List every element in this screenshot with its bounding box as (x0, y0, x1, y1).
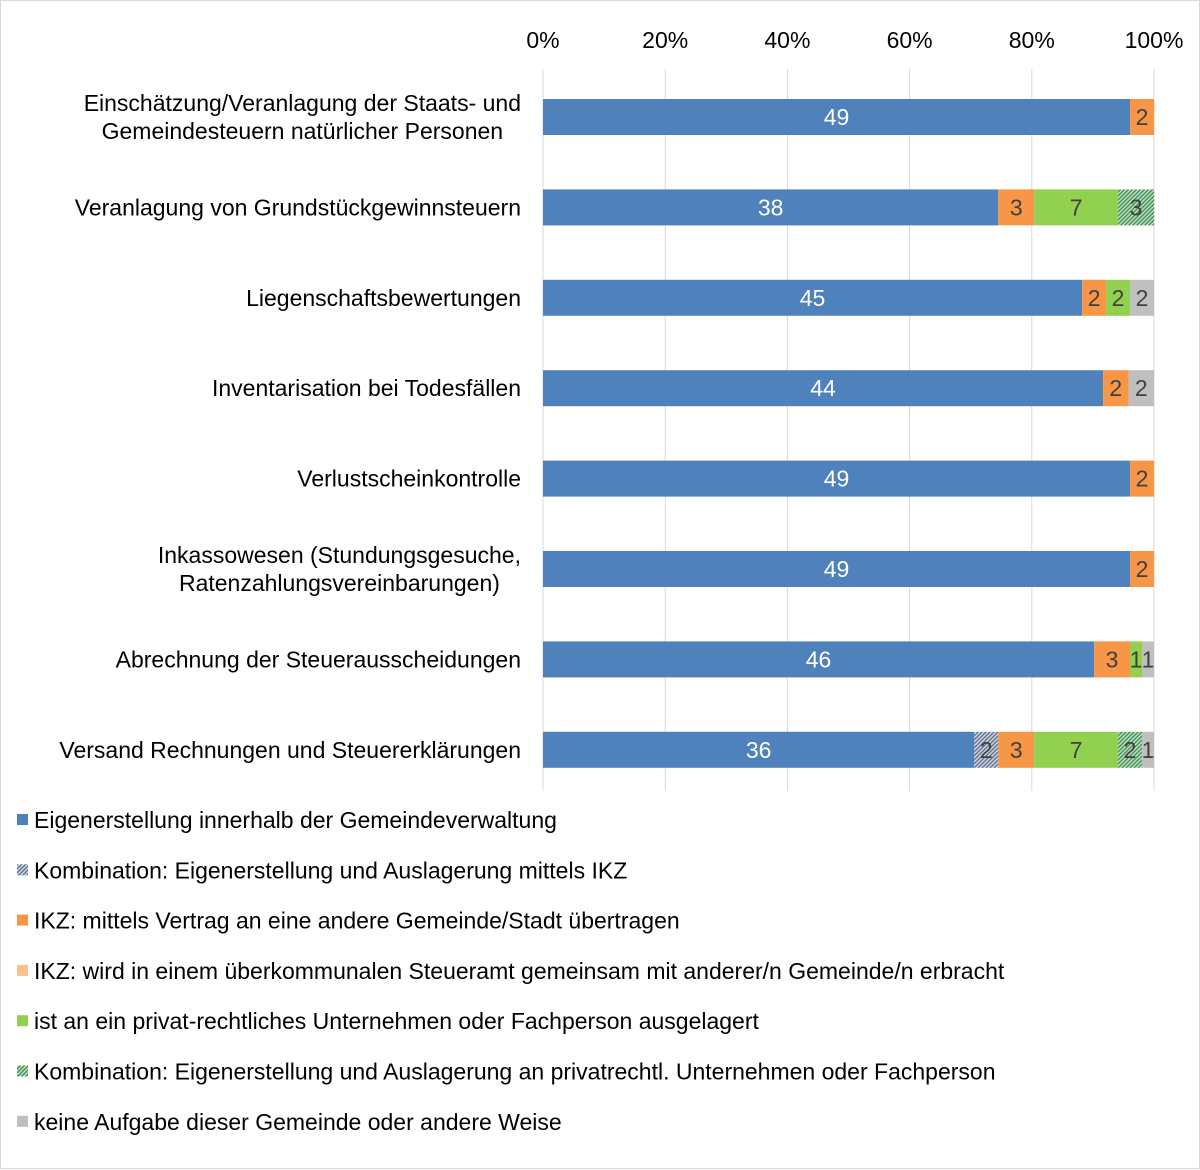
bar-segment-ikz_contract (1130, 99, 1154, 135)
data-label: 2 (980, 737, 993, 763)
category-label: Einschätzung/Veranlagung der Staats- und… (84, 90, 521, 144)
legend-entry: Eigenerstellung innerhalb der Gemeindeve… (34, 807, 557, 833)
data-label: 3 (1130, 194, 1143, 220)
category-label: Veranlagung von Grundstückgewinnsteuern (75, 194, 521, 220)
bar-segment-none (1142, 641, 1154, 678)
bar-segment-own (543, 370, 1104, 407)
data-label: 2 (1112, 285, 1125, 311)
bar-segment-ikz_contract (1130, 460, 1154, 497)
bar-segment-own (543, 731, 975, 768)
data-label: 7 (1070, 737, 1083, 763)
data-label: 1 (1142, 646, 1155, 672)
bar-segment-ikz_contract (1130, 551, 1154, 587)
bar-segment-own (543, 460, 1131, 497)
data-label: 3 (1010, 737, 1023, 763)
bar-segment-none (1142, 731, 1154, 768)
category-label: Inkassowesen (Stundungsgesuche, Ratenzahl… (158, 542, 521, 596)
data-label: 44 (810, 375, 836, 401)
legend-entry: IKZ: mittels Vertrag an eine andere Geme… (34, 908, 680, 934)
legend-swatch-private (17, 1015, 28, 1027)
x-tick-label: 60% (887, 27, 933, 53)
data-label: 7 (1070, 194, 1083, 220)
legend-swatch-own (17, 814, 28, 825)
x-axis-ticks: 0% 20% 40% 60% 80% 100% (526, 27, 1183, 53)
data-label: 2 (1109, 375, 1122, 401)
bar-segment-own (543, 641, 1095, 678)
bar-segment-none (1128, 370, 1154, 407)
data-label: 2 (1135, 375, 1148, 401)
legend-swatch-ikz_contract (17, 914, 28, 926)
bar-segment-ikz_contract (1094, 641, 1131, 678)
bar-segment-none (1130, 279, 1154, 316)
gridlines (542, 69, 1155, 791)
legend-swatch-none (17, 1115, 28, 1127)
legend-entry: keine Aufgabe dieser Gemeinde oder ander… (34, 1109, 562, 1135)
data-label: 46 (806, 646, 832, 672)
data-label: 2 (1124, 737, 1137, 763)
data-label: 2 (1136, 104, 1149, 130)
data-label: 2 (1136, 285, 1149, 311)
category-label: Abrechnung der Steuerausscheidungen (116, 646, 521, 672)
bar-segment-private (1034, 189, 1119, 226)
category-labels: Einschätzung/Veranlagung der Staats- und… (59, 90, 521, 763)
x-tick-label: 20% (642, 27, 688, 53)
bar-segment-ikz_contract (998, 189, 1035, 226)
bar-segment-own (543, 551, 1131, 587)
bar-segment-combo_ikz (974, 731, 999, 768)
bar-segment-combo_private (1118, 731, 1143, 768)
data-label: 1 (1130, 646, 1143, 672)
legend-swatch-combo_ikz (17, 864, 28, 876)
bars (543, 99, 1154, 768)
data-label: 2 (1136, 556, 1149, 582)
x-tick-label: 80% (1009, 27, 1055, 53)
data-labels: 49 238 3 7 345 2 2 244 2 249 249 246 3 1 136 2 3 7 2 1 (746, 104, 1155, 763)
bar-segment-own (543, 99, 1131, 135)
data-label: 49 (824, 466, 850, 492)
data-label: 49 (824, 104, 850, 130)
bar-segment-private (1130, 641, 1143, 678)
legend-entry: IKZ: wird in einem überkommunalen Steuer… (34, 958, 1005, 984)
x-tick-label: 0% (526, 27, 559, 53)
legend-entry: Kombination: Eigenerstellung und Auslage… (34, 1059, 996, 1085)
legend-entry: Kombination: Eigenerstellung und Auslage… (34, 857, 627, 883)
legend-swatch-combo_private (17, 1065, 28, 1077)
data-label: 2 (1136, 466, 1149, 492)
data-label: 38 (758, 194, 784, 220)
data-label: 36 (746, 737, 772, 763)
data-label: 45 (800, 285, 826, 311)
bar-segment-own (543, 279, 1083, 316)
x-tick-label: 100% (1125, 27, 1184, 53)
legend-entry: ist an ein privat-rechtliches Unternehme… (34, 1008, 760, 1034)
data-label: 1 (1142, 737, 1155, 763)
category-label: Versand Rechnungen und Steuererklärungen (59, 737, 521, 763)
bar-segment-private (1034, 731, 1119, 768)
legend-swatch-ikz_joint (17, 964, 28, 976)
bar-segment-private (1106, 279, 1131, 316)
data-label: 3 (1010, 194, 1023, 220)
data-label: 49 (824, 556, 850, 582)
data-label: 3 (1106, 646, 1119, 672)
bar-segment-own (543, 189, 999, 226)
bar-segment-combo_private (1118, 189, 1154, 226)
bar-segment-ikz_contract (1103, 370, 1129, 407)
legend: Eigenerstellung innerhalb der Gemeindeve… (17, 807, 1005, 1135)
data-label: 2 (1088, 285, 1101, 311)
category-label: Liegenschaftsbewertungen (246, 285, 521, 311)
bar-segment-ikz_contract (998, 731, 1035, 768)
category-label: Verlustscheinkontrolle (297, 466, 521, 492)
category-label: Inventarisation bei Todesfällen (212, 375, 521, 401)
x-tick-label: 40% (764, 27, 810, 53)
bar-segment-ikz_contract (1082, 279, 1107, 316)
